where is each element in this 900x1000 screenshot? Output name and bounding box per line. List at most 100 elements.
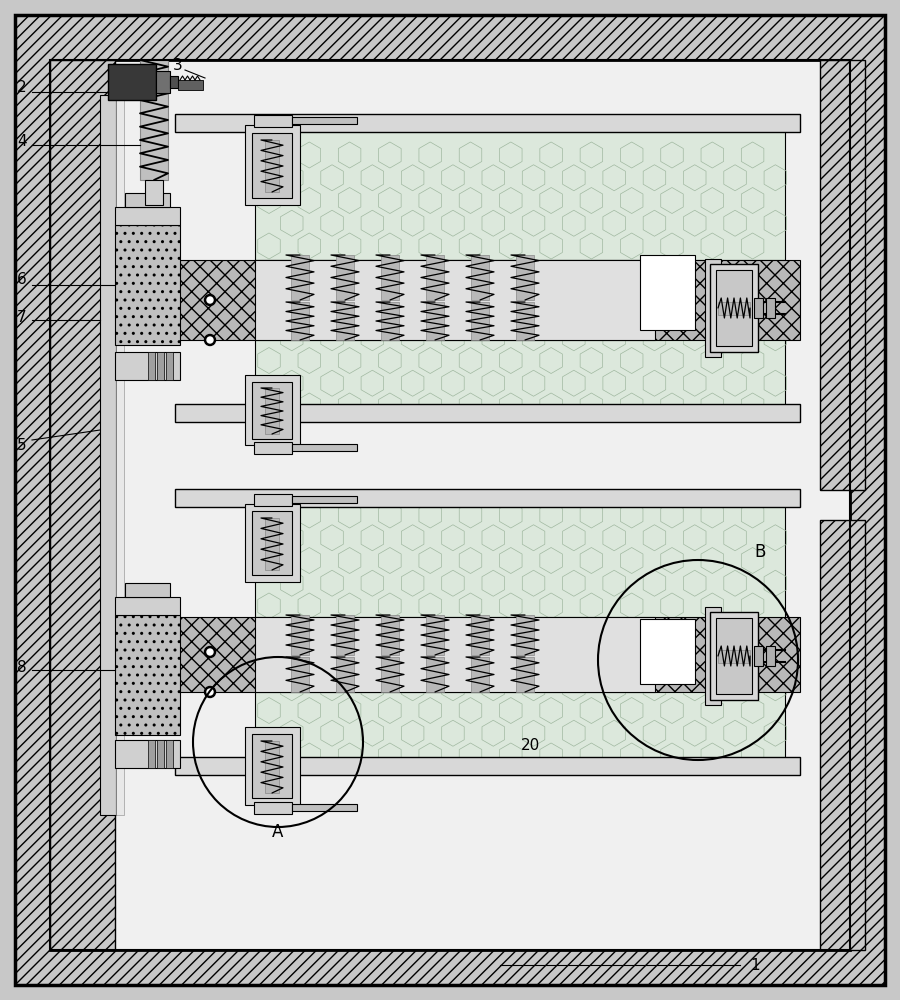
Bar xyxy=(381,615,399,655)
Bar xyxy=(381,302,399,340)
Bar xyxy=(471,255,489,300)
Circle shape xyxy=(207,649,213,655)
Bar xyxy=(175,114,800,132)
Bar xyxy=(157,740,164,768)
Bar xyxy=(255,260,655,340)
Bar xyxy=(265,388,279,434)
Text: A: A xyxy=(273,823,284,841)
Bar xyxy=(50,60,850,950)
Bar xyxy=(291,302,309,340)
Circle shape xyxy=(204,686,215,698)
Bar xyxy=(254,802,292,814)
Text: 4: 4 xyxy=(17,134,27,149)
Bar xyxy=(254,115,292,127)
Text: 8: 8 xyxy=(17,660,27,674)
Bar xyxy=(115,615,180,735)
Text: 20: 20 xyxy=(520,738,540,752)
Circle shape xyxy=(204,647,215,658)
Bar xyxy=(254,442,292,454)
Bar xyxy=(381,255,399,300)
Circle shape xyxy=(207,337,213,343)
Text: 7: 7 xyxy=(17,310,27,324)
Circle shape xyxy=(204,334,215,346)
Bar xyxy=(157,352,164,380)
Bar xyxy=(255,617,655,692)
Bar xyxy=(175,260,800,340)
Bar xyxy=(115,597,180,615)
Bar xyxy=(716,270,752,346)
Bar xyxy=(640,619,695,684)
Circle shape xyxy=(204,294,215,306)
Bar xyxy=(175,757,800,775)
Bar xyxy=(820,60,865,490)
Bar xyxy=(116,95,124,815)
Text: 2: 2 xyxy=(17,81,27,96)
Text: B: B xyxy=(754,543,766,561)
Bar xyxy=(50,60,115,950)
Bar xyxy=(426,302,444,340)
Bar xyxy=(640,255,695,330)
Bar xyxy=(716,618,752,694)
Bar xyxy=(178,80,203,90)
Bar xyxy=(115,207,180,225)
Bar xyxy=(292,444,357,451)
Bar xyxy=(265,518,279,570)
Bar xyxy=(140,60,168,180)
Bar xyxy=(148,352,155,380)
Bar xyxy=(115,225,180,345)
Bar xyxy=(254,494,292,506)
Bar xyxy=(705,259,721,357)
Bar xyxy=(156,71,170,93)
Bar xyxy=(245,375,300,445)
Bar xyxy=(426,255,444,300)
Text: 1: 1 xyxy=(751,958,760,972)
Bar xyxy=(336,255,354,300)
Bar xyxy=(245,125,300,205)
Text: 6: 6 xyxy=(17,272,27,288)
Bar xyxy=(516,302,534,340)
Bar xyxy=(754,646,763,666)
Bar xyxy=(705,607,721,705)
Bar xyxy=(100,95,116,815)
Bar xyxy=(292,117,357,124)
Bar xyxy=(426,615,444,655)
Bar xyxy=(291,615,309,655)
Bar xyxy=(252,511,292,575)
Bar xyxy=(471,657,489,692)
Bar xyxy=(754,298,763,318)
Bar xyxy=(255,660,785,770)
Bar xyxy=(710,612,758,700)
Bar xyxy=(291,255,309,300)
Bar xyxy=(175,404,800,422)
Bar xyxy=(516,615,534,655)
Bar xyxy=(766,646,775,666)
Bar xyxy=(145,180,163,205)
Bar xyxy=(255,130,785,260)
Bar xyxy=(292,496,357,503)
Bar xyxy=(291,657,309,692)
Text: 3: 3 xyxy=(173,57,183,73)
Bar xyxy=(252,734,292,798)
Bar xyxy=(175,617,800,692)
Bar xyxy=(255,505,785,620)
Bar xyxy=(516,255,534,300)
Bar xyxy=(336,302,354,340)
Bar xyxy=(252,382,292,439)
Bar xyxy=(115,352,180,380)
Bar xyxy=(292,804,357,811)
Bar xyxy=(471,302,489,340)
Bar xyxy=(166,352,173,380)
Bar xyxy=(471,615,489,655)
Bar xyxy=(336,657,354,692)
Bar xyxy=(718,302,750,314)
Bar xyxy=(820,520,865,950)
Bar xyxy=(166,740,173,768)
Circle shape xyxy=(207,689,213,695)
Bar xyxy=(125,583,170,597)
Bar xyxy=(718,650,750,662)
Bar xyxy=(252,133,292,198)
Bar xyxy=(148,740,155,768)
Bar xyxy=(516,657,534,692)
Bar xyxy=(108,64,156,100)
Bar xyxy=(125,193,170,207)
